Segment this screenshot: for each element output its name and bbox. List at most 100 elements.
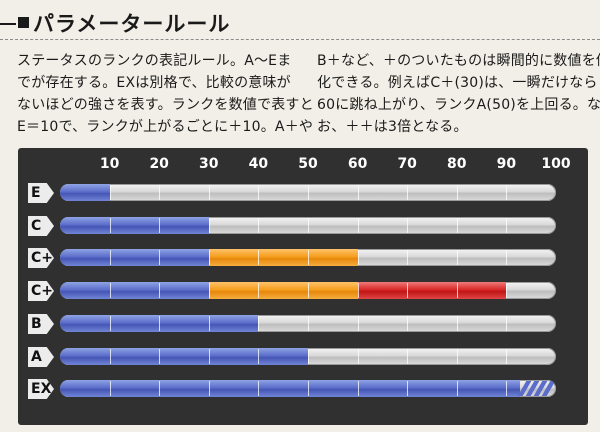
bar-gridline [258,218,260,233]
bar-gridline [109,349,111,364]
description-left-column: ステータスのランクの表記ルール。A～Eま でが存在する。EXは別格で、比較の意味… [17,50,314,138]
description-line: ステータスのランクの表記ルール。A～Eま [17,53,292,69]
x-tick-label: 50 [298,156,318,172]
bar-gridline [159,381,161,396]
bar-gridline [308,349,309,364]
description-line: E＝10で、ランクが上がるごとに＋10。A＋や [17,119,314,135]
bar-gridline [208,283,210,298]
bar-gridline [208,218,210,233]
bar-gridline [159,185,161,200]
bar-gridline [208,349,210,364]
bar-gridline [258,283,260,298]
bar-gridline [159,349,161,364]
bar-gridline [456,250,458,265]
rank-bar-segment-base [60,184,110,201]
bar-gridline [407,283,409,298]
rank-label: A [28,347,54,367]
x-tick-label: 90 [496,156,517,172]
rank-bar-track [60,282,556,299]
bar-gridline [308,218,309,233]
bar-gridline [208,381,210,396]
x-tick-label: 40 [248,156,269,172]
rank-bar-track [60,249,556,266]
bar-gridline [506,349,508,364]
bar-gridline [159,218,161,233]
bar-gridline [308,316,309,331]
bar-gridline [357,349,359,364]
rank-label: E [28,183,54,203]
rank-bar-segment-base [60,348,308,365]
rank-bar-track [60,184,556,201]
bar-gridline [308,283,309,298]
rank-label: B [28,314,54,334]
rank-label: C [28,216,54,236]
bar-gridline [357,316,359,331]
x-tick-label: 10 [99,156,120,172]
bar-gridline [407,218,409,233]
bar-gridline [308,250,309,265]
bar-gridline [456,349,458,364]
description-line: 化できる。例えばC＋(30)は、一瞬だけなら [317,75,598,91]
bar-gridline [159,250,161,265]
bar-gridline [456,316,458,331]
bar-gridline [407,349,409,364]
bar-gridline [407,185,409,200]
rank-label: C++ [28,281,54,301]
bar-gridline [258,316,260,331]
bar-gridline [208,316,210,331]
bar-gridline [109,218,111,233]
x-tick-label: 100 [541,156,571,172]
rank-bar-segment-base [60,282,209,299]
bar-gridline [506,250,508,265]
rank-bar-segment-base [60,380,520,397]
bar-gridline [506,381,508,396]
section-title: パラメータールール [33,12,231,36]
bar-gridline [407,250,409,265]
bar-gridline [208,185,210,200]
bar-gridline [308,185,309,200]
bar-gridline [407,316,409,331]
bar-gridline [109,250,111,265]
bar-gridline [357,381,359,396]
bar-gridline [357,283,359,298]
bar-gridline [456,283,458,298]
x-tick-label: 80 [447,156,467,172]
bar-gridline [357,218,359,233]
x-tick-label: 60 [347,156,368,172]
rank-bar-track [60,348,556,365]
rank-bar-segment-boost_x3 [357,282,507,299]
description-right-column: B＋など、＋のついたものは瞬間的に数値を倍 化できる。例えばC＋(30)は、一瞬… [317,50,600,138]
rank-bar-track [60,217,556,234]
bar-gridline [109,283,111,298]
bar-gridline [258,185,260,200]
rank-bar-segment-base [60,217,209,234]
bar-gridline [506,218,508,233]
bar-gridline [506,283,508,298]
bar-gridline [208,250,210,265]
rank-bar-track [60,315,556,332]
bar-gridline [258,349,260,364]
bar-gridline [456,381,458,396]
bar-gridline [456,218,458,233]
x-tick-label: 20 [149,156,169,172]
x-tick-label: 30 [199,156,219,172]
bar-gridline [357,250,359,265]
bar-gridline [407,381,409,396]
rank-bar-track [60,380,556,397]
description-line: お、＋＋は3倍となる。 [317,119,468,135]
description-line: B＋など、＋のついたものは瞬間的に数値を倍 [317,53,600,69]
bar-gridline [159,283,161,298]
bar-gridline [506,185,508,200]
header-rule [0,23,16,25]
bar-gridline [308,381,309,396]
description-line: でが存在する。EXは別格で、比較の意味が [17,75,291,91]
rank-label: EX [28,379,54,399]
square-bullet-icon [18,17,29,28]
bar-gridline [159,316,161,331]
bar-gridline [258,381,260,396]
bar-gridline [506,316,508,331]
rank-bar-segment-boost_x2 [208,249,358,266]
bar-gridline [258,250,260,265]
header-divider [0,39,600,40]
bar-gridline [357,185,359,200]
